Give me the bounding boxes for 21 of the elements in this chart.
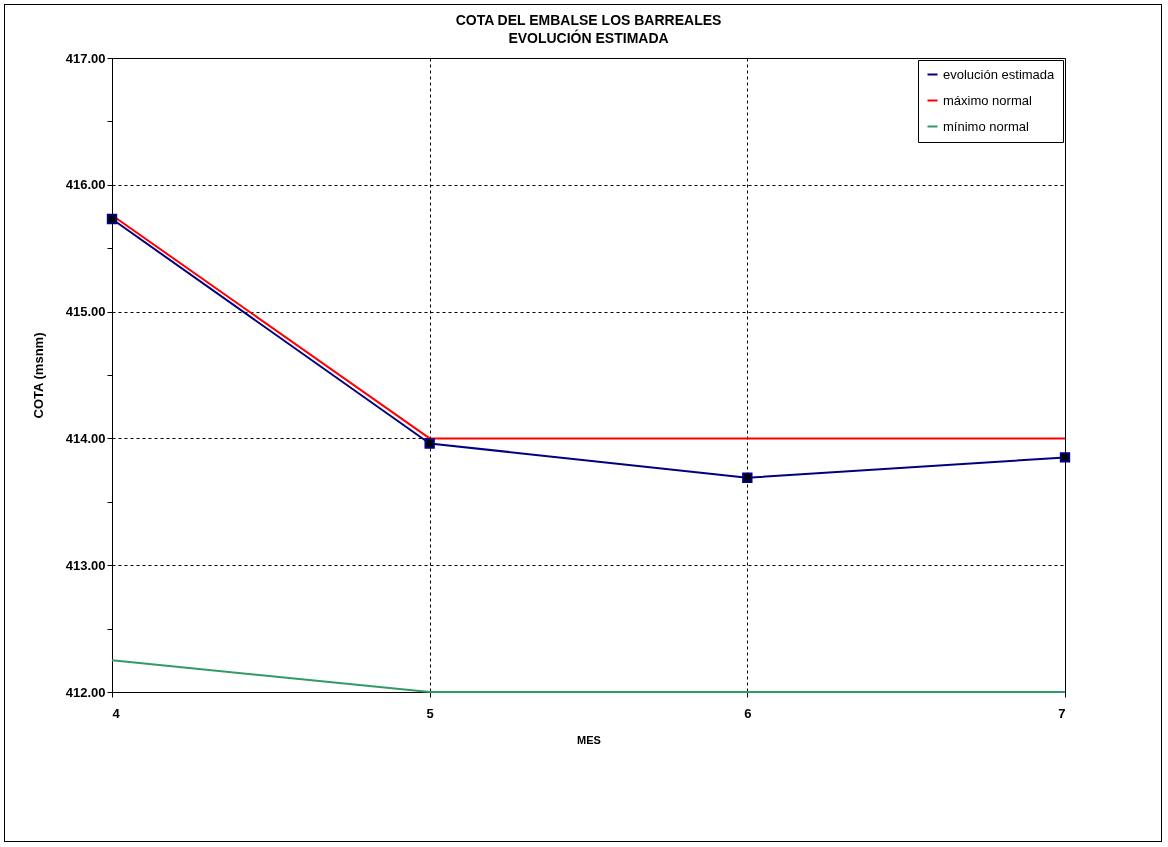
- y-tick-label: 417.00: [65, 50, 106, 66]
- y-axis-title: COTA (msnm): [30, 332, 46, 419]
- point: [106, 213, 118, 225]
- x-tick-label: 6: [744, 705, 752, 721]
- chart-subtitle: EVOLUCIÓN ESTIMADA: [508, 29, 669, 46]
- legend-label: mínimo normal: [943, 118, 1030, 134]
- legend-label: máximo normal: [943, 92, 1032, 108]
- x-tick-label: 5: [426, 705, 434, 721]
- y-tick-label: 416.00: [65, 177, 106, 193]
- point: [742, 472, 753, 483]
- y-tick-label: 415.00: [65, 304, 106, 320]
- y-tick-label: 412.00: [65, 684, 106, 700]
- x-tick-label: 7: [1058, 705, 1066, 721]
- point: [424, 438, 435, 449]
- chart-title: COTA DEL EMBALSE LOS BARREALES: [455, 12, 722, 28]
- y-tick-label: 414.00: [65, 430, 106, 446]
- y-tick-label: 413.00: [65, 557, 106, 573]
- x-tick-label: 4: [112, 705, 121, 721]
- legend-label: evolución estimada: [943, 66, 1056, 82]
- point: [1059, 452, 1071, 463]
- x-axis-title: MES: [577, 733, 601, 746]
